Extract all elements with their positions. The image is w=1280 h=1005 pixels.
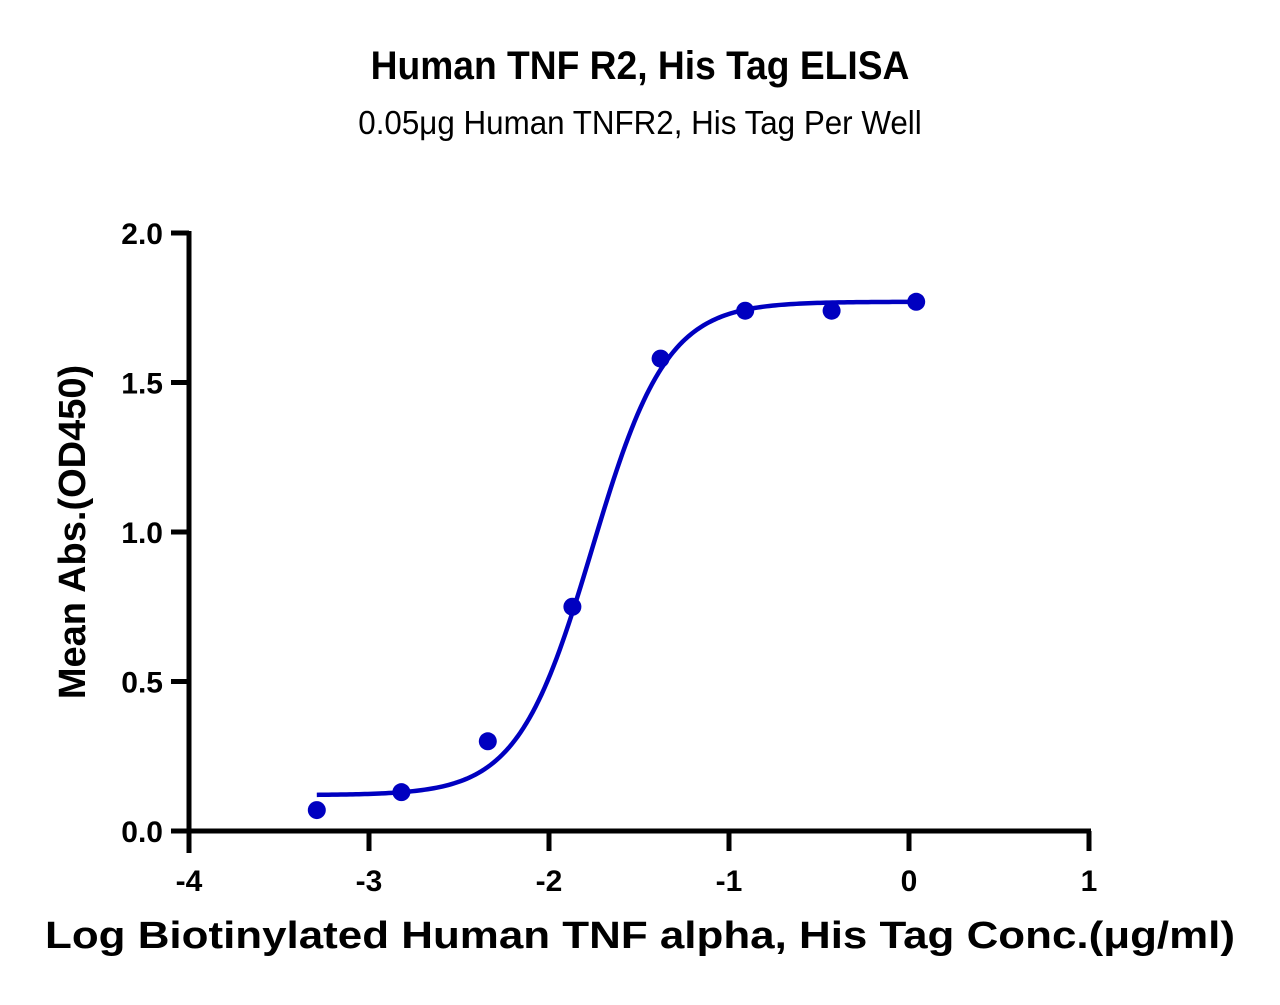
axes [171, 230, 1092, 853]
data-point [651, 349, 670, 368]
data-point [563, 597, 582, 616]
y-axis-tick-labels: 0.0 0.5 1.0 1.5 2.0 [121, 218, 163, 849]
y-axis-title: Mean Abs.(OD450) [52, 365, 94, 699]
y-tick-label: 2.0 [121, 218, 163, 251]
y-tick-label: 1.5 [121, 368, 163, 401]
data-point [822, 301, 841, 320]
y-tick-label: 0.5 [121, 667, 163, 700]
x-tick-label: 0 [901, 865, 918, 898]
y-tick-label: 1.0 [121, 517, 163, 550]
x-tick-label: -4 [176, 865, 203, 898]
y-tick-label: 0.0 [121, 816, 163, 849]
data-point [478, 732, 497, 751]
data-point [307, 801, 326, 820]
x-tick-label: -1 [716, 865, 743, 898]
data-point [907, 292, 926, 311]
x-tick-label: -3 [356, 865, 383, 898]
chart-subtitle: 0.05μg Human TNFR2, His Tag Per Well [358, 104, 922, 141]
data-point [736, 301, 755, 320]
x-tick-label: 1 [1081, 865, 1098, 898]
x-axis-tick-labels: -4 -3 -2 -1 0 1 [176, 865, 1098, 898]
chart-title: Human TNF R2, His Tag ELISA [370, 44, 910, 88]
fit-curve [316, 299, 917, 798]
data-points [307, 292, 926, 820]
x-tick-label: -2 [536, 865, 563, 898]
data-point [392, 783, 411, 802]
x-axis-title: Log Biotinylated Human TNF alpha, His Ta… [45, 915, 1235, 957]
